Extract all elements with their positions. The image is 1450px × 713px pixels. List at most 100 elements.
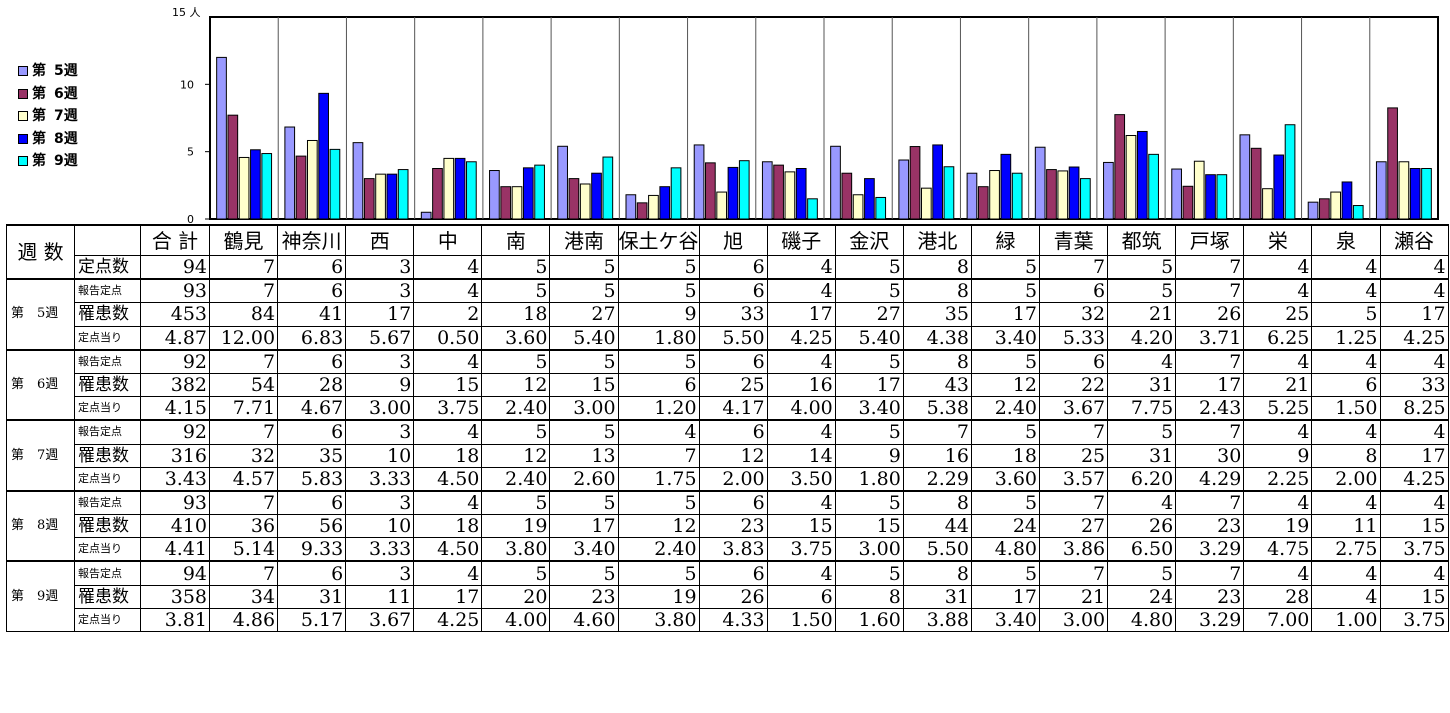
value-cell: 2.00 xyxy=(1311,466,1381,492)
value-cell: 3.75 xyxy=(1379,537,1449,562)
bar xyxy=(1216,174,1228,220)
value-cell: 18 xyxy=(413,514,483,539)
bar xyxy=(648,194,659,220)
value-cell: 14 xyxy=(766,443,836,468)
bar xyxy=(1103,161,1114,220)
value-cell: 5 xyxy=(970,348,1041,374)
value-cell: 0.50 xyxy=(413,325,483,351)
bar xyxy=(966,172,978,220)
value-cell: 3.80 xyxy=(617,607,700,633)
district-header: 瀬谷 xyxy=(1379,224,1449,256)
bar xyxy=(579,183,591,220)
bar xyxy=(443,157,455,220)
total-cell: 410 xyxy=(140,514,210,539)
value-cell: 5 xyxy=(834,278,904,304)
value-cell: 4.20 xyxy=(1107,325,1177,351)
value-cell: 30 xyxy=(1175,443,1245,468)
blank-header-cell xyxy=(74,224,141,256)
value-cell: 4 xyxy=(1107,489,1177,516)
total-cell: 358 xyxy=(140,584,210,609)
bar xyxy=(1330,191,1342,220)
bar xyxy=(1262,188,1273,220)
value-cell: 4 xyxy=(1379,278,1449,304)
value-cell: 32 xyxy=(208,443,279,468)
bar xyxy=(738,160,750,220)
value-cell: 27 xyxy=(549,302,619,327)
value-cell: 43 xyxy=(902,372,972,398)
district-header: 南 xyxy=(481,224,551,256)
value-cell: 7 xyxy=(1175,419,1245,445)
value-cell: 4 xyxy=(1379,489,1449,516)
bar xyxy=(920,187,932,220)
value-cell: 3.88 xyxy=(902,607,972,633)
table-row: 罹患数 316 32 35 10 18 12 13 7 12 14 9 16 18 25 31 30 9 8 17 xyxy=(7,443,1449,468)
value-cell: 4 xyxy=(413,348,483,374)
value-cell: 18 xyxy=(970,443,1041,468)
value-cell: 7 xyxy=(902,419,972,445)
table-row: 第 9週 報告定点 94 7 6 3 4 5 5 5 6 4 5 8 5 7 5 7 4 4 4 xyxy=(6,560,1449,633)
district-header: 神奈川 xyxy=(277,224,347,256)
row-label: 定点当り xyxy=(74,396,141,421)
value-cell: 8.25 xyxy=(1379,396,1449,421)
total-cell: 453 xyxy=(140,302,210,327)
value-cell: 15 xyxy=(1379,514,1449,539)
value-cell: 4.75 xyxy=(1243,537,1313,562)
bar xyxy=(1148,153,1159,220)
value-cell: 25 xyxy=(1243,302,1313,327)
total-cell: 3.81 xyxy=(140,607,210,633)
value-cell: 3 xyxy=(345,419,415,445)
value-cell: 5.40 xyxy=(549,325,619,351)
value-cell: 7 xyxy=(1175,255,1245,280)
value-cell: 3.75 xyxy=(1379,607,1449,633)
value-cell: 1.80 xyxy=(617,325,700,351)
value-cell: 2.25 xyxy=(1243,466,1313,492)
value-cell: 21 xyxy=(1039,584,1109,609)
bar xyxy=(1193,160,1205,220)
district-header: 港南 xyxy=(549,224,619,256)
value-cell: 5 xyxy=(549,419,619,445)
value-cell: 12 xyxy=(481,443,551,468)
value-cell: 2.43 xyxy=(1175,396,1245,421)
bar xyxy=(670,167,682,220)
value-cell: 5.25 xyxy=(1243,396,1313,421)
value-cell: 3.57 xyxy=(1039,466,1109,492)
bar xyxy=(375,173,386,220)
value-cell: 5 xyxy=(617,348,700,374)
value-cell: 5.33 xyxy=(1039,325,1109,351)
bar xyxy=(1398,161,1410,220)
value-cell: 7 xyxy=(208,419,279,445)
value-cell: 2.40 xyxy=(970,396,1041,421)
value-cell: 8 xyxy=(1311,443,1381,468)
value-cell: 5 xyxy=(834,489,904,516)
value-cell: 8 xyxy=(902,255,972,280)
value-cell: 4.80 xyxy=(1107,607,1177,633)
value-cell: 54 xyxy=(208,372,279,398)
bar xyxy=(227,114,239,220)
value-cell: 4 xyxy=(1311,584,1381,609)
week-group-label: 第 7週 xyxy=(6,419,75,492)
district-header: 鶴見 xyxy=(208,224,279,256)
table-row: 定点当り 3.81 4.86 5.17 3.67 4.25 4.00 4.60 3.80 4.33… xyxy=(7,607,1449,633)
value-cell: 11 xyxy=(1311,514,1381,539)
value-cell: 3 xyxy=(345,278,415,304)
value-cell: 31 xyxy=(902,584,972,609)
y-tick-label: 10 xyxy=(180,78,194,91)
bar xyxy=(329,148,341,220)
bar xyxy=(1068,166,1080,220)
value-cell: 17 xyxy=(766,302,836,327)
table-row: 定点当り 3.43 4.57 5.83 3.33 4.50 2.40 2.60 1.75 2.00… xyxy=(7,466,1449,492)
value-cell: 18 xyxy=(413,443,483,468)
value-cell: 7 xyxy=(1039,489,1109,516)
value-cell: 4 xyxy=(766,489,836,516)
y-tick-label: 0 xyxy=(187,213,194,225)
legend-swatch xyxy=(18,88,28,99)
district-header: 緑 xyxy=(970,224,1041,256)
bar xyxy=(1057,170,1069,220)
value-cell: 6 xyxy=(277,348,347,374)
value-cell: 2.40 xyxy=(481,466,551,492)
value-cell: 3.60 xyxy=(481,325,551,351)
value-cell: 3 xyxy=(345,489,415,516)
value-cell: 2.60 xyxy=(549,466,619,492)
bar xyxy=(386,173,398,220)
row-label: 罹患数 xyxy=(74,302,141,327)
